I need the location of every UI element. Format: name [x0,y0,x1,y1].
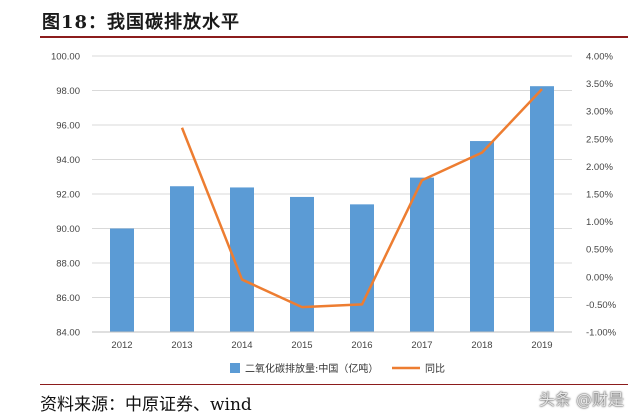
y-left-tick-label: 96.00 [56,121,80,132]
y-right-tick-label: 1.50% [586,190,613,201]
y-left-tick-label: 92.00 [56,190,80,201]
y-left-tick-label: 84.00 [56,328,80,339]
y-right-tick-label: 2.50% [586,134,613,145]
x-tick-label: 2012 [111,340,132,351]
y-right-tick-label: -0.50% [586,300,617,311]
legend-bar-label: 二氧化碳排放量:中国（亿吨） [245,362,378,375]
y-left-tick-label: 88.00 [56,259,80,270]
x-tick-label: 2018 [471,340,492,351]
x-tick-label: 2019 [531,340,552,351]
footer-divider [40,384,628,385]
bar [410,177,434,332]
y-left-tick-label: 98.00 [56,86,80,97]
x-tick-label: 2016 [351,340,372,351]
bar-layer [110,86,554,332]
bar [110,228,134,332]
bar [170,186,194,332]
bar [290,196,314,332]
y-right-tick-label: -1.00% [586,328,617,339]
axis-layer: 84.00 86.00 88.00 90.00 92.00 94.00 96.00 98.00… [51,52,617,352]
grid-layer [92,55,572,333]
figure-title: 图18：我国碳排放水平 [42,12,241,33]
title-divider [40,36,628,38]
x-tick-label: 2013 [171,340,192,351]
x-tick-label: 2017 [411,340,432,351]
y-right-tick-label: 2.00% [586,162,613,173]
y-right-tick-label: 3.00% [586,107,613,118]
bar [530,86,554,332]
legend-line-label: 同比 [425,363,445,375]
y-right-tick-label: 0.00% [586,272,613,283]
co2-emissions-chart: 84.00 86.00 88.00 90.00 92.00 94.00 96.00 98.00… [51,52,617,376]
bar [350,204,374,332]
y-right-tick-label: 3.50% [586,79,613,90]
y-left-tick-label: 100.00 [51,52,80,63]
watermark: 头条 @财是 [538,390,624,409]
bar [470,141,494,332]
x-tick-label: 2014 [231,340,252,351]
y-left-tick-label: 94.00 [56,155,80,166]
x-tick-label: 2015 [291,340,312,351]
y-left-tick-label: 90.00 [56,224,80,235]
y-right-tick-label: 1.00% [586,217,613,228]
legend-bar-swatch [230,363,240,373]
source-note: 资料来源：中原证券、wind [40,395,252,415]
legend: 二氧化碳排放量:中国（亿吨） 同比 [230,362,445,375]
line-layer [180,88,543,309]
y-left-tick-label: 86.00 [56,293,80,304]
y-right-tick-label: 4.00% [586,52,613,63]
y-right-tick-label: 0.50% [586,245,613,256]
